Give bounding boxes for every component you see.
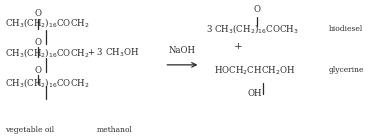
Text: CH$_3$(CH$_2$)$_{16}$COCH$_2$: CH$_3$(CH$_2$)$_{16}$COCH$_2$ bbox=[5, 16, 89, 29]
Text: O: O bbox=[35, 66, 42, 75]
Text: CH$_3$(CH$_2$)$_{16}$COCH$_2$: CH$_3$(CH$_2$)$_{16}$COCH$_2$ bbox=[5, 46, 89, 59]
Text: HOCH$_2$CHCH$_2$OH: HOCH$_2$CHCH$_2$OH bbox=[214, 64, 295, 77]
Text: O: O bbox=[254, 5, 261, 14]
Text: O: O bbox=[35, 38, 42, 47]
Text: +: + bbox=[234, 42, 243, 51]
Text: 3 CH$_3$(CH$_2$)$_{16}$COCH$_3$: 3 CH$_3$(CH$_2$)$_{16}$COCH$_3$ bbox=[206, 22, 299, 35]
Text: biodiesel: biodiesel bbox=[329, 25, 363, 33]
Text: + 3 CH$_3$OH: + 3 CH$_3$OH bbox=[87, 46, 139, 59]
Text: O: O bbox=[35, 9, 42, 18]
Text: OH: OH bbox=[248, 89, 262, 98]
Text: CH$_3$(CH$_2$)$_{16}$COCH$_2$: CH$_3$(CH$_2$)$_{16}$COCH$_2$ bbox=[5, 76, 89, 89]
Text: methanol: methanol bbox=[96, 126, 132, 134]
Text: glycerine: glycerine bbox=[329, 66, 364, 74]
Text: NaOH: NaOH bbox=[169, 46, 196, 55]
Text: vegetable oil: vegetable oil bbox=[5, 126, 54, 134]
